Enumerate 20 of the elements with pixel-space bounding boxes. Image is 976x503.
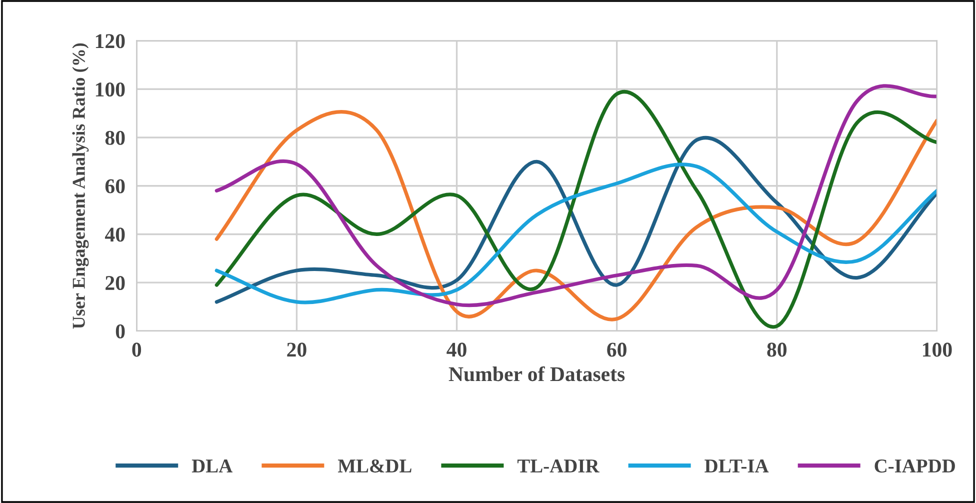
x-axis-title: Number of Datasets — [448, 366, 625, 382]
legend-label: DLA — [192, 460, 232, 472]
y-tick-label: 80 — [105, 130, 125, 145]
x-tick-label: 100 — [923, 342, 952, 357]
x-tick-label: 20 — [287, 342, 306, 357]
x-tick-label: 40 — [446, 342, 466, 357]
y-tick-label: 40 — [104, 228, 125, 242]
legend-label: C-IAPDD — [874, 459, 955, 473]
y-tick-label: 100 — [96, 82, 125, 97]
y-tick-label: 0 — [116, 324, 125, 338]
y-axis-title: User Engagement Analysis Ratio (%) — [72, 43, 89, 329]
legend-label: ML&DL — [338, 459, 412, 473]
y-tick-label: 120 — [96, 34, 125, 48]
y-tick-label: 20 — [106, 276, 125, 290]
y-tick-label: 60 — [105, 179, 125, 194]
x-tick-label: 60 — [607, 342, 626, 357]
x-tick-label: 80 — [767, 342, 787, 357]
legend-label: TL-ADIR — [517, 460, 600, 472]
legend-label: DLT-IA — [704, 460, 769, 472]
x-tick-label: 0 — [132, 342, 142, 357]
